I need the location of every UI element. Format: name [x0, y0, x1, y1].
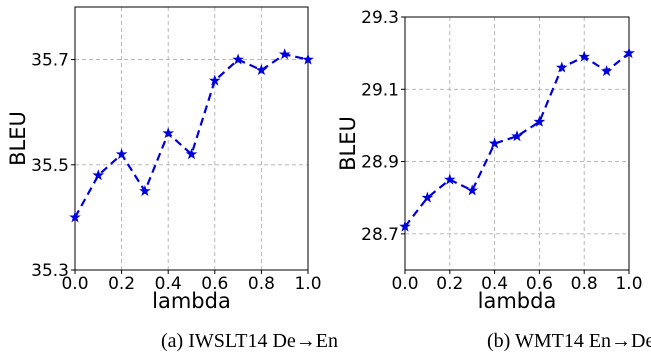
data-point-marker: [185, 148, 198, 160]
data-point-marker: [302, 53, 314, 65]
subfigure-caption: (b) WMT14 En→De: [487, 330, 651, 352]
x-tick-label: 0.6: [526, 274, 553, 294]
x-tick-label: 0.4: [155, 274, 182, 294]
x-axis-label: lambda: [478, 289, 557, 313]
data-point-marker: [232, 53, 244, 65]
x-tick-label: 0.4: [481, 274, 508, 294]
data-point-marker: [600, 65, 613, 77]
x-tick-label: 0.8: [571, 274, 598, 294]
y-axis-label: BLEU: [6, 111, 30, 166]
series-line: [74, 53, 309, 218]
chart-panel-b: 0.0 0.2 0.4 0.6 0.8 1.0 28.7 28.9 29.1 29.3 lambda…: [336, 8, 651, 352]
data-point-marker: [578, 50, 591, 62]
data-point-marker: [623, 47, 635, 59]
data-point-marker: [421, 191, 434, 203]
data-point-marker: [278, 48, 291, 60]
x-tick-label: 1.0: [615, 274, 642, 294]
data-point-marker: [69, 211, 81, 223]
data-point-marker: [162, 127, 175, 139]
x-tick-label: 0.8: [248, 274, 275, 294]
data-point-marker: [115, 148, 128, 160]
x-axis-label: lambda: [152, 289, 231, 313]
y-tick-label: 35.3: [31, 261, 69, 281]
data-point-marker: [208, 74, 221, 86]
data-point-marker: [443, 173, 456, 185]
series-line: [404, 52, 630, 228]
data-point-marker: [92, 169, 105, 181]
x-tick-label: 0.6: [201, 274, 228, 294]
x-tick-label: 0.2: [436, 274, 463, 294]
x-tick-label: 0.0: [61, 274, 88, 294]
y-tick-label: 28.7: [361, 225, 399, 245]
y-tick-label: 35.5: [31, 156, 69, 176]
data-point-marker: [255, 64, 268, 76]
plot-frame: [404, 16, 630, 271]
data-point-marker: [399, 220, 411, 232]
x-tick-label: 0.2: [108, 274, 135, 294]
data-point-marker: [139, 184, 151, 197]
y-axis-label: BLEU: [336, 116, 360, 171]
y-tick-label: 29.1: [361, 80, 399, 100]
plot-frame: [74, 6, 309, 271]
data-point-marker: [466, 184, 479, 196]
y-tick-label: 29.3: [361, 8, 399, 28]
y-tick-label: 35.7: [31, 51, 69, 71]
y-tick-label: 28.9: [361, 153, 399, 173]
chart-panel-a: 0.0 0.2 0.4 0.6 0.8 1.0 35.3 35.5 35.7 lambda BLEU…: [6, 6, 338, 352]
subfigure-caption: (a) IWSLT14 De→En: [161, 330, 338, 352]
x-tick-label: 0.0: [391, 274, 418, 294]
x-tick-label: 1.0: [294, 274, 321, 294]
data-point-marker: [511, 130, 523, 142]
data-point-marker: [555, 61, 568, 73]
data-point-marker: [488, 137, 501, 149]
data-point-marker: [533, 115, 546, 127]
